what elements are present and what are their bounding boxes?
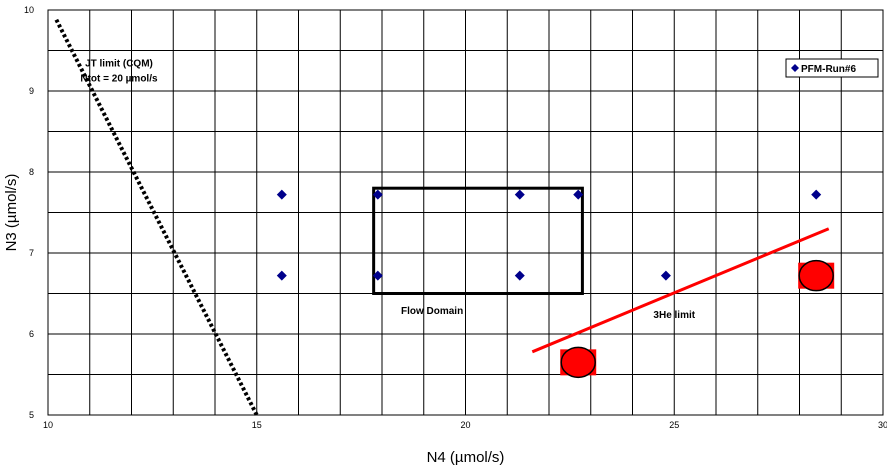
x-tick-label: 30 [878,420,887,430]
x-tick-label: 10 [43,420,53,430]
data-point-diamond [514,270,525,281]
x-tick-label: 20 [460,420,470,430]
y-axis-label: N3 (µmol/s) [3,174,20,252]
legend: PFM-Run#6 [785,58,879,78]
chart-boxes [372,186,584,295]
chart-annotations: JT limit (CQM) Ntot = 20 µmol/s Flow Domai… [80,59,695,321]
x-tick-label: 25 [669,420,679,430]
data-point-diamond [276,270,287,281]
data-point-diamond [372,189,383,200]
y-tick-label: 6 [29,329,34,339]
data-point-diamond [811,189,822,200]
data-point-diamond [660,270,671,281]
x-tick-label: 15 [252,420,262,430]
y-tick-label: 7 [29,248,34,258]
chart-ticks: 10 15 20 25 30 5 6 7 8 9 10 [24,5,887,430]
jt-limit-line [54,18,259,416]
legend-label: PFM-Run#6 [801,64,856,75]
flow-domain-box [372,186,584,295]
chart-marks [276,189,835,379]
annotation-text: Flow Domain [401,306,463,317]
annotation-text: JT limit (CQM) [85,59,153,70]
chart-grid [47,9,884,416]
annotation-text: Ntot = 20 µmol/s [80,74,158,85]
data-point-diamond [514,189,525,200]
data-point-diamond [372,270,383,281]
data-point-circle [560,346,596,379]
legend-box [785,58,879,78]
chart-lines [54,18,830,416]
y-tick-label: 9 [29,86,34,96]
x-axis-label: N4 (µmol/s) [427,449,505,466]
y-tick-label: 10 [24,5,34,15]
annotation-text: 3He limit [653,310,695,321]
data-point-diamond [573,189,584,200]
data-point-circle [798,259,834,292]
y-tick-label: 5 [29,410,34,420]
data-point-diamond [276,189,287,200]
y-tick-label: 8 [29,167,34,177]
he3-limit-line [531,227,830,354]
legend-marker-diamond [791,64,799,72]
